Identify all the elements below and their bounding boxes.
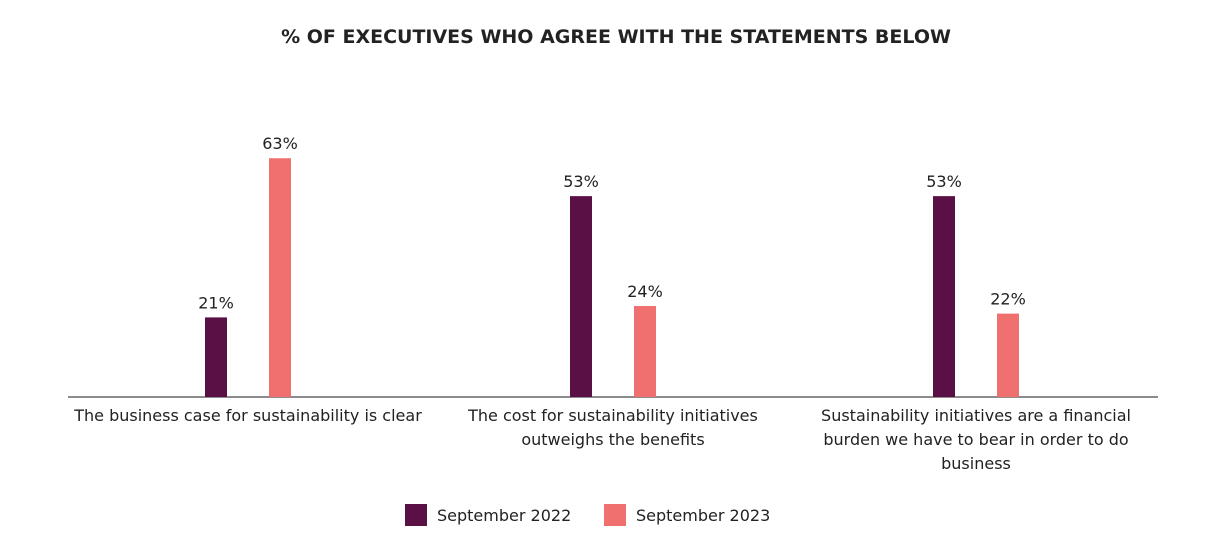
bar [205, 317, 227, 397]
data-label: 53% [926, 172, 962, 191]
legend-label: September 2023 [636, 506, 770, 525]
bar [570, 196, 592, 397]
x-tick-label: The business case for sustainability is … [74, 406, 422, 425]
x-tick-label: The cost for sustainability initiatives … [468, 406, 758, 449]
legend-label: September 2022 [437, 506, 571, 525]
data-label: 21% [198, 293, 234, 312]
bar [269, 158, 291, 397]
bar [634, 306, 656, 397]
data-label: 53% [563, 172, 599, 191]
legend-swatch [604, 504, 626, 526]
data-label: 24% [627, 282, 663, 301]
chart-title: % OF EXECUTIVES WHO AGREE WITH THE STATE… [281, 26, 951, 48]
data-label: 63% [262, 134, 298, 153]
bar [997, 313, 1019, 397]
data-label: 22% [990, 290, 1026, 309]
bar [933, 196, 955, 397]
legend-swatch [405, 504, 427, 526]
x-tick-label: Sustainability initiatives are a financi… [821, 406, 1131, 473]
